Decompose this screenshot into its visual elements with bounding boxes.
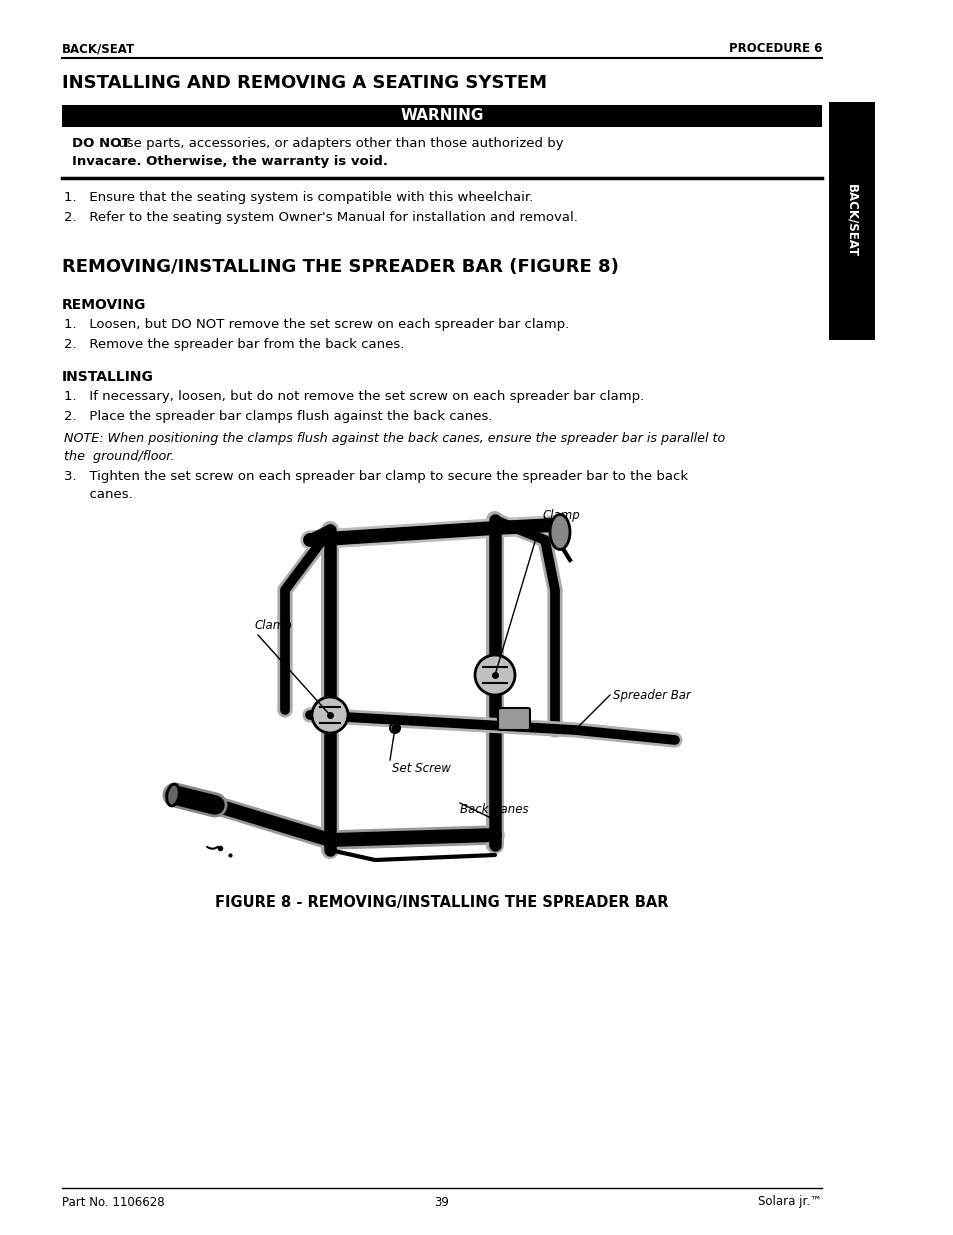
Text: 3.   Tighten the set screw on each spreader bar clamp to secure the spreader bar: 3. Tighten the set screw on each spreade… (64, 471, 687, 483)
Text: INSTALLING AND REMOVING A SEATING SYSTEM: INSTALLING AND REMOVING A SEATING SYSTEM (62, 74, 546, 91)
Text: the  ground/floor.: the ground/floor. (64, 450, 174, 463)
Text: DO NOT: DO NOT (71, 137, 131, 149)
Text: WARNING: WARNING (400, 109, 483, 124)
Text: 2.   Refer to the seating system Owner's Manual for installation and removal.: 2. Refer to the seating system Owner's M… (64, 211, 578, 224)
Text: Part No. 1106628: Part No. 1106628 (62, 1195, 165, 1209)
Text: REMOVING: REMOVING (62, 298, 146, 312)
Text: REMOVING/INSTALLING THE SPREADER BAR (FIGURE 8): REMOVING/INSTALLING THE SPREADER BAR (FI… (62, 258, 618, 275)
Text: 2.   Remove the spreader bar from the back canes.: 2. Remove the spreader bar from the back… (64, 338, 404, 351)
Text: 1.   If necessary, loosen, but do not remove the set screw on each spreader bar : 1. If necessary, loosen, but do not remo… (64, 390, 643, 403)
Text: use parts, accessories, or adapters other than those authorized by: use parts, accessories, or adapters othe… (113, 137, 563, 149)
Text: NOTE: When positioning the clamps flush against the back canes, ensure the sprea: NOTE: When positioning the clamps flush … (64, 432, 724, 445)
Text: BACK/SEAT: BACK/SEAT (844, 184, 858, 258)
Text: Spreader Bar: Spreader Bar (613, 688, 690, 701)
Bar (828, 103, 874, 340)
Text: BACK/SEAT: BACK/SEAT (62, 42, 135, 56)
Text: Solara jr.™: Solara jr.™ (758, 1195, 821, 1209)
Text: FIGURE 8 - REMOVING/INSTALLING THE SPREADER BAR: FIGURE 8 - REMOVING/INSTALLING THE SPREA… (215, 895, 668, 910)
FancyBboxPatch shape (497, 708, 530, 730)
Text: 1.   Ensure that the seating system is compatible with this wheelchair.: 1. Ensure that the seating system is com… (64, 191, 533, 204)
Text: Clamp: Clamp (542, 509, 580, 522)
Text: Back Canes: Back Canes (459, 803, 528, 816)
Text: Set Screw: Set Screw (392, 762, 451, 776)
Text: 39: 39 (435, 1195, 449, 1209)
Text: 1.   Loosen, but DO NOT remove the set screw on each spreader bar clamp.: 1. Loosen, but DO NOT remove the set scr… (64, 317, 569, 331)
Circle shape (475, 655, 515, 695)
Text: 2.   Place the spreader bar clamps flush against the back canes.: 2. Place the spreader bar clamps flush a… (64, 410, 492, 424)
Text: Invacare. Otherwise, the warranty is void.: Invacare. Otherwise, the warranty is voi… (71, 156, 388, 168)
Text: Clamp: Clamp (254, 619, 293, 632)
Text: canes.: canes. (64, 488, 132, 501)
Text: INSTALLING: INSTALLING (62, 370, 153, 384)
Ellipse shape (167, 784, 179, 806)
Text: PROCEDURE 6: PROCEDURE 6 (728, 42, 821, 56)
Circle shape (312, 697, 348, 734)
Ellipse shape (550, 515, 569, 550)
Bar (62, 105, 821, 127)
